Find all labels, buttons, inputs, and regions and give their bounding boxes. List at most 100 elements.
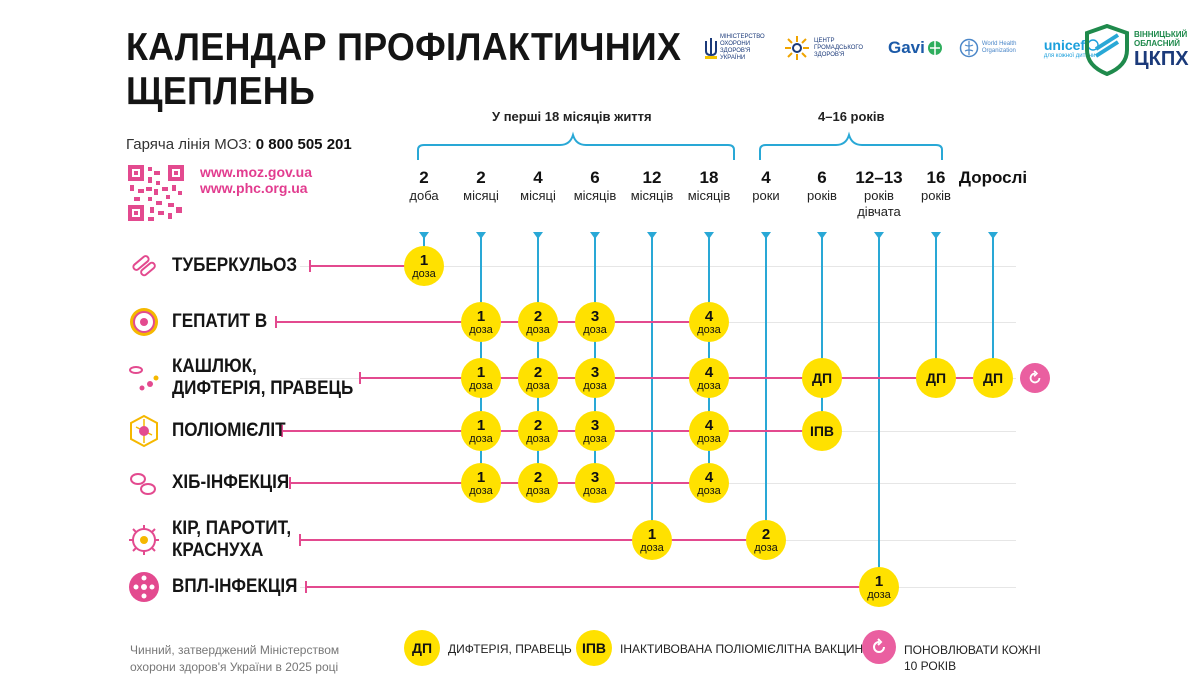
dose-marker: 1 доза bbox=[461, 302, 501, 342]
column-unit: місяці bbox=[520, 188, 556, 203]
disease-label: ГЕПАТИТ В bbox=[172, 311, 267, 333]
column-header: 2 місяці bbox=[446, 168, 516, 204]
dose-marker: 2 доза bbox=[518, 463, 558, 503]
dose-word: доза bbox=[697, 432, 721, 445]
dose-marker: 1 доза bbox=[859, 567, 899, 607]
disease-label: ТУБЕРКУЛЬОЗ bbox=[172, 255, 297, 277]
dose-marker: 2 доза bbox=[518, 411, 558, 451]
disease-name-cont: КРАСНУХА bbox=[172, 540, 264, 561]
dose-word: доза bbox=[583, 323, 607, 336]
column-unit: місяців bbox=[687, 188, 731, 203]
dose-word: доза bbox=[754, 541, 778, 554]
vaccine-abbr: ДП bbox=[982, 370, 1004, 386]
vaccine-abbr: ДП bbox=[811, 370, 833, 386]
age-column-line bbox=[988, 232, 998, 378]
dose-marker: 1 доза bbox=[461, 358, 501, 398]
legend-dp-text: ДИФТЕРІЯ, ПРАВЕЦЬ bbox=[448, 642, 572, 656]
partner-logos: МІНІСТЕРСТВО ОХОРОНИ ЗДОРОВ'Я УКРАЇНИ ЦЕ… bbox=[705, 34, 1099, 62]
dose-marker: ДП bbox=[916, 358, 956, 398]
hepatitis-icon bbox=[130, 308, 158, 336]
dose-number: 1 bbox=[476, 307, 486, 325]
dose-number: 4 bbox=[704, 307, 714, 325]
column-header: 4 роки bbox=[731, 168, 801, 204]
dose-number: 1 bbox=[419, 251, 429, 269]
trident-icon bbox=[705, 38, 717, 59]
column-age: 6 bbox=[817, 168, 827, 187]
dose-marker: 3 доза bbox=[575, 358, 615, 398]
dose-word: доза bbox=[469, 484, 493, 497]
legend-ipv-text: ІНАКТИВОВАНА ПОЛІОМІЄЛІТНА ВАКЦИНА bbox=[620, 642, 872, 656]
url-moz[interactable]: www.moz.gov.ua bbox=[200, 164, 313, 180]
column-unit: років bbox=[921, 188, 951, 203]
disease-label: ПОЛІОМІЄЛІТ bbox=[172, 420, 286, 442]
url-phc[interactable]: www.phc.org.ua bbox=[200, 180, 308, 196]
disease-label: ВПЛ-ІНФЕКЦІЯ bbox=[172, 576, 297, 598]
title-line-2: ЩЕПЛЕНЬ bbox=[126, 70, 316, 113]
tuberculosis-icon bbox=[132, 255, 156, 277]
column-age: 18 bbox=[699, 168, 719, 187]
moz-logo: МІНІСТЕРСТВО ОХОРОНИ ЗДОРОВ'Я УКРАЇНИ bbox=[705, 34, 765, 62]
grid-line bbox=[300, 266, 1016, 267]
column-header: 2 доба bbox=[389, 168, 459, 204]
age-column-line bbox=[931, 232, 941, 378]
column-age: 16 bbox=[926, 168, 946, 187]
column-note: дівчата bbox=[857, 204, 901, 219]
dose-number: 3 bbox=[590, 307, 600, 325]
dose-marker: 1 доза bbox=[404, 246, 444, 286]
refresh-icon bbox=[1029, 370, 1041, 384]
legend-dp-badge: ДП bbox=[404, 630, 440, 666]
dose-number: 3 bbox=[590, 416, 600, 434]
dose-word: доза bbox=[526, 432, 550, 445]
dose-word: доза bbox=[697, 379, 721, 392]
dose-marker: 4 доза bbox=[689, 302, 729, 342]
dose-number: 4 bbox=[704, 363, 714, 381]
pertussis-icon bbox=[129, 366, 159, 391]
dose-number: 2 bbox=[533, 416, 543, 434]
dose-number: 3 bbox=[590, 363, 600, 381]
dose-word: доза bbox=[697, 323, 721, 336]
vaccine-abbr: ІПВ bbox=[809, 423, 835, 439]
legend-renew-text: ПОНОВЛЮВАТИ КОЖНІ 10 РОКІВ bbox=[904, 643, 1041, 673]
refresh-icon bbox=[873, 638, 885, 653]
qr-code[interactable] bbox=[128, 165, 184, 221]
title-line-1: КАЛЕНДАР ПРОФІЛАКТИЧНИХ bbox=[126, 26, 682, 69]
age-group-first: У перші 18 місяців життя bbox=[492, 109, 652, 124]
age-column-line bbox=[647, 232, 657, 540]
dose-number: 2 bbox=[533, 468, 543, 486]
disease-name: КІР, ПАРОТИТ, bbox=[172, 518, 292, 539]
dose-number: 2 bbox=[761, 525, 771, 543]
column-age: 12–13 bbox=[855, 168, 903, 187]
dose-marker: 3 доза bbox=[575, 302, 615, 342]
age-column-line bbox=[817, 232, 827, 431]
disease-name: ВПЛ-ІНФЕКЦІЯ bbox=[172, 576, 298, 597]
dose-word: доза bbox=[526, 379, 550, 392]
dose-marker: 1 доза bbox=[632, 520, 672, 560]
dose-marker: ДП bbox=[973, 358, 1013, 398]
dose-marker: 4 доза bbox=[689, 358, 729, 398]
dose-marker: 1 доза bbox=[461, 463, 501, 503]
measles-icon bbox=[129, 525, 159, 555]
dose-marker: 3 доза bbox=[575, 463, 615, 503]
dose-number: 4 bbox=[704, 416, 714, 434]
phc-emblem-icon bbox=[785, 36, 809, 60]
hib-icon bbox=[130, 473, 156, 495]
who-logo: World Health Organization bbox=[959, 38, 1028, 58]
dose-word: доза bbox=[697, 484, 721, 497]
polio-icon bbox=[130, 414, 158, 448]
column-unit: місяців bbox=[573, 188, 617, 203]
legend-renew-badge bbox=[862, 630, 896, 664]
globe-icon bbox=[927, 41, 942, 55]
disease-name-cont: ДИФТЕРІЯ, ПРАВЕЦЬ bbox=[172, 378, 354, 399]
column-age: 4 bbox=[533, 168, 543, 187]
column-header: Дорослі bbox=[948, 168, 1038, 188]
column-header: 6 років bbox=[787, 168, 857, 204]
dose-marker: 2 доза bbox=[518, 302, 558, 342]
dose-number: 1 bbox=[476, 468, 486, 486]
disease-timeline bbox=[299, 534, 766, 546]
column-header: 16 років bbox=[901, 168, 971, 204]
dose-word: доза bbox=[469, 323, 493, 336]
dose-marker: ІПВ bbox=[802, 411, 842, 451]
dose-marker: ДП bbox=[802, 358, 842, 398]
column-age: 4 bbox=[761, 168, 771, 187]
dose-number: 1 bbox=[476, 416, 486, 434]
